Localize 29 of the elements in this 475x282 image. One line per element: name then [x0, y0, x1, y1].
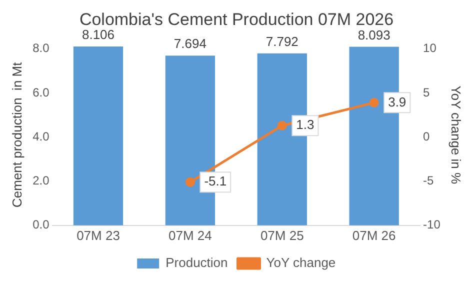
- x-tick-label: 07M 26: [352, 228, 396, 243]
- x-tick-label: 07M 25: [260, 228, 304, 243]
- point: [369, 98, 379, 108]
- y-tick-label: 8.0: [32, 41, 50, 56]
- y2-tick-label: -5: [423, 174, 434, 188]
- x-tick-label: 07M 23: [76, 228, 120, 243]
- y-tick-label: 0.0: [32, 218, 50, 232]
- point: [185, 177, 195, 187]
- y2-axis-title: YoY change in %: [448, 86, 464, 184]
- data-label: 8.093: [358, 27, 390, 42]
- y-tick-label: 2.0: [32, 174, 50, 188]
- data-label: 3.9: [388, 94, 406, 110]
- y2-tick-label: 5: [423, 85, 430, 100]
- data-label: 7.694: [174, 36, 206, 52]
- y-tick-label: 4.0: [32, 129, 50, 144]
- data-label: 7.792: [266, 34, 298, 49]
- chart-title: Colombia's Cement Production 07M 2026: [79, 10, 394, 29]
- point: [277, 120, 287, 130]
- data-label: 1.3: [296, 117, 314, 132]
- y2-tick-label: 10: [423, 41, 437, 56]
- legend-label: YoY change: [266, 255, 336, 270]
- y2-tick-label: 0: [423, 129, 430, 144]
- legend-label: Production: [166, 255, 228, 270]
- data-label: 8.106: [82, 27, 115, 42]
- y2-tick-label: -10: [423, 218, 441, 232]
- y-tick-label: 6.0: [32, 85, 50, 100]
- data-label: -5.1: [204, 174, 227, 189]
- y-axis-title: Cement production in Mt: [9, 62, 24, 208]
- x-tick-label: 07M 24: [168, 228, 212, 243]
